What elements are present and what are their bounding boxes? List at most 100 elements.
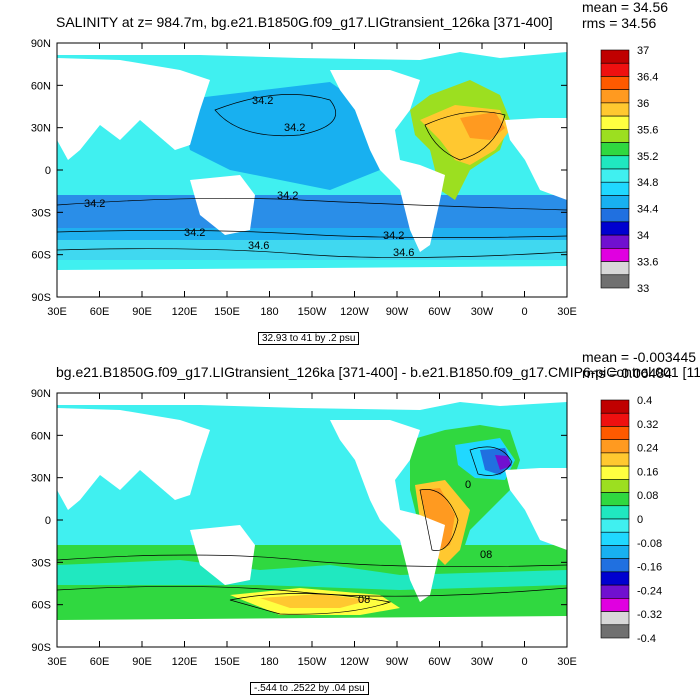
colorbar-swatch (600, 624, 630, 639)
x-tick-label: 150E (214, 306, 240, 318)
x-tick-label: 0 (521, 306, 527, 318)
y-tick-label: 90N (31, 38, 51, 50)
x-tick-label: 90W (386, 306, 409, 318)
colorbar-label: -0.4 (637, 633, 656, 645)
australia-land (190, 175, 255, 235)
colorbar-swatch (600, 465, 630, 480)
colorbar-swatch (600, 479, 630, 493)
x-tick-label: 30E (557, 306, 577, 318)
asia-land (57, 408, 210, 510)
colorbar-label: -0.32 (637, 609, 662, 621)
colorbar-label: 0.16 (637, 466, 658, 478)
australia-land (190, 525, 255, 585)
difference-map: 0 08 08 30E 60E 90E 120E 150E 180 150W 120W 90W 6… (31, 388, 662, 668)
atlantic-max-salinity (460, 112, 505, 140)
colorbar-swatch (600, 571, 630, 586)
mean-value: mean = -0.003445 (582, 349, 697, 365)
y-tick-label: 60N (31, 80, 51, 92)
colorbar-swatch (600, 598, 630, 612)
colorbar-swatch (600, 49, 630, 64)
colorbar-swatch (600, 584, 630, 599)
antarctica-land (57, 616, 567, 647)
colorbar-label: 0.24 (637, 443, 658, 455)
contour-label: 34.6 (393, 247, 414, 259)
salinity-difference-panel: bg.e21.B1850G.f09_g17.LIGtransient_126ka… (0, 350, 700, 700)
colorbar-swatch (600, 234, 630, 249)
pacific-region (57, 460, 400, 560)
north-atlantic-negative-peak (495, 455, 511, 470)
contour-label: 34.2 (252, 95, 273, 107)
x-tick-label: 90E (132, 656, 152, 668)
contour-line (57, 197, 567, 211)
colorbar-swatch (600, 505, 630, 520)
x-tick-label: 180 (260, 306, 278, 318)
x-tick-label: 150E (214, 656, 240, 668)
colorbar-label: 35.6 (637, 124, 658, 136)
colorbar-label: -0.16 (637, 562, 662, 574)
africa-land (505, 118, 567, 200)
contour-line (424, 111, 506, 161)
colorbar-swatch (600, 62, 630, 77)
y-tick-label: 60S (31, 600, 51, 612)
panel-title: bg.e21.B1850G.f09_g17.LIGtransient_126ka… (56, 364, 700, 380)
colorbar-label: 34.8 (637, 177, 658, 189)
x-tick-label: 60E (90, 656, 110, 668)
atlantic-positive-core (420, 488, 455, 550)
salinity-panel: SALINITY at z= 984.7m, bg.e21.B1850G.f09… (31, 0, 669, 345)
contour-line (57, 586, 567, 597)
salinity-map: 34.2 34.2 34.2 34.2 34.2 34.2 34.6 34.6 … (31, 38, 659, 318)
colorbar: 37 36.4 36 35.6 35.2 34.8 34.4 34 33.6 33 (600, 45, 658, 295)
asia-land (57, 58, 210, 160)
contour-line (229, 593, 392, 615)
contour-interval-note: -.544 to .2522 by .04 psu (250, 682, 369, 695)
x-tick-label: 30E (47, 306, 67, 318)
x-tick-label: 60E (90, 306, 110, 318)
southern-ocean-band (57, 195, 567, 232)
rms-value: rms = 34.56 (582, 15, 657, 31)
x-tick-label: 30E (47, 656, 67, 668)
x-tick-label: 90W (386, 656, 409, 668)
contour-label: 08 (480, 549, 492, 561)
panel-title: SALINITY at z= 984.7m, bg.e21.B1850G.f09… (56, 14, 553, 30)
colorbar-swatch (600, 439, 630, 454)
colorbar-label: 0.08 (637, 490, 658, 502)
y-tick-label: 90S (31, 292, 51, 304)
americas-land (330, 70, 445, 252)
y-tick-label: 0 (45, 515, 51, 527)
colorbar-swatch (600, 129, 630, 143)
x-tick-label: 30E (557, 656, 577, 668)
y-tick-label: 30S (31, 207, 51, 219)
colorbar-swatch (600, 155, 630, 170)
contour-label: 34.2 (284, 122, 305, 134)
contour-label: 34.2 (383, 230, 404, 242)
y-tick-label: 60N (31, 430, 51, 442)
x-tick-label: 150W (298, 656, 327, 668)
contour-label: 34.6 (248, 240, 269, 252)
colorbar-swatch (600, 181, 630, 196)
circumpolar-band (57, 240, 567, 260)
x-tick-label: 120W (340, 656, 369, 668)
contour-label: 34.2 (277, 190, 298, 202)
contour-label: 34.2 (84, 198, 105, 210)
colorbar-label: 34.4 (637, 204, 658, 216)
x-tick-label: 180 (260, 656, 278, 668)
colorbar-swatch (600, 518, 630, 533)
contour-line (57, 230, 567, 238)
contour-line (419, 489, 459, 551)
colorbar-swatch (600, 261, 630, 276)
mean-value: mean = 34.56 (582, 0, 669, 15)
colorbar-swatch (600, 426, 630, 440)
colorbar-swatch (600, 452, 630, 467)
colorbar-swatch (600, 531, 630, 546)
colorbar-label: 33 (637, 283, 649, 295)
colorbar-label: 33.6 (637, 257, 658, 269)
colorbar-label: 0 (637, 514, 643, 526)
colorbar-label: -0.24 (637, 585, 662, 597)
x-tick-label: 60W (428, 656, 451, 668)
colorbar-swatch (600, 76, 630, 90)
map-axes: 30E 60E 90E 120E 150E 180 150W 120W 90W 60W 30W 0 30… (31, 388, 577, 668)
contour-line (214, 94, 336, 136)
colorbar-swatch (600, 274, 630, 289)
x-tick-label: 60W (428, 306, 451, 318)
x-tick-label: 30W (471, 306, 494, 318)
